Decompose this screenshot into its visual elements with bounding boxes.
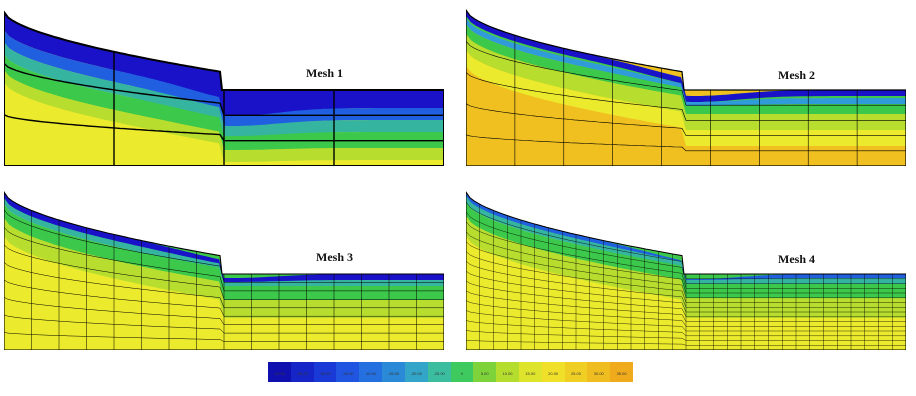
mesh-line bbox=[466, 280, 906, 317]
legend-swatch bbox=[518, 362, 542, 382]
legend-swatch bbox=[496, 362, 519, 382]
mesh-line bbox=[4, 297, 444, 325]
contour-band bbox=[4, 70, 444, 162]
mesh-line bbox=[466, 339, 906, 346]
legend-swatch bbox=[359, 362, 383, 382]
mesh-2-label: Mesh 2 bbox=[778, 68, 815, 82]
legend-swatch bbox=[268, 362, 291, 382]
mesh-line bbox=[466, 260, 906, 308]
mesh-line bbox=[466, 251, 906, 303]
contour-band bbox=[4, 54, 444, 152]
legend-swatch bbox=[450, 362, 474, 382]
mesh-line bbox=[4, 114, 444, 142]
legend-tick-label: -50.00 bbox=[319, 371, 331, 376]
contour-fill-group bbox=[466, 10, 906, 166]
mesh-line bbox=[4, 244, 444, 300]
mesh-line bbox=[466, 72, 906, 121]
legend-tick-label: 0 bbox=[460, 371, 464, 376]
contour-band bbox=[466, 50, 906, 146]
mesh-line bbox=[4, 332, 444, 342]
contour-band bbox=[4, 204, 444, 300]
legend-tick-label: 5.00 bbox=[480, 371, 489, 376]
legend-tick-label: 15.00 bbox=[525, 371, 536, 376]
legend-tick-label: -60.00 bbox=[273, 371, 286, 376]
mesh-1-contour-plot bbox=[4, 10, 444, 166]
contour-band bbox=[4, 30, 444, 128]
mesh-line bbox=[466, 310, 906, 332]
mesh-line bbox=[466, 134, 906, 152]
mesh-1-label: Mesh 1 bbox=[306, 66, 343, 80]
legend-tick-label: 20.00 bbox=[548, 371, 559, 376]
domain-outline bbox=[4, 191, 444, 350]
mesh-line bbox=[466, 103, 906, 136]
domain-outline bbox=[466, 8, 906, 166]
legend-tick-label: -30.00 bbox=[410, 371, 422, 376]
color-scale-legend: -60.00 -55.00 -50.00 -45.00 -40.00 -35.00 -30.… bbox=[268, 362, 633, 390]
legend-color-bar bbox=[268, 362, 633, 382]
legend-tick-label: 10.00 bbox=[502, 371, 513, 376]
mesh-line bbox=[466, 41, 906, 106]
mesh-line bbox=[466, 330, 906, 341]
legend-swatch bbox=[336, 362, 360, 382]
mesh-3-panel: Mesh 3 bbox=[4, 188, 444, 350]
mesh-2-contour-plot bbox=[466, 8, 906, 166]
legend-tick-label: 35.00 bbox=[616, 371, 627, 376]
domain-outline bbox=[466, 191, 906, 350]
mesh-line bbox=[4, 279, 444, 317]
mesh-line bbox=[466, 241, 906, 298]
mesh-grid bbox=[4, 12, 444, 166]
legend-tick-label: -55.00 bbox=[296, 371, 308, 376]
legend-swatch bbox=[382, 362, 405, 382]
mesh-line bbox=[466, 320, 906, 336]
mesh-line bbox=[4, 62, 444, 116]
legend-tick-labels: -60.00 -55.00 -50.00 -45.00 -40.00 -35.00 -30.… bbox=[268, 371, 633, 377]
legend-tick-label: -25.00 bbox=[433, 371, 445, 376]
legend-tick-label: 30.00 bbox=[593, 371, 604, 376]
mesh-3-contour-plot bbox=[4, 191, 444, 350]
mesh-line bbox=[4, 226, 444, 292]
mesh-4-contour-plot bbox=[466, 191, 906, 350]
contour-band bbox=[4, 42, 444, 138]
legend-swatch bbox=[427, 362, 451, 382]
legend-swatch bbox=[473, 362, 497, 382]
contour-band bbox=[466, 24, 906, 116]
legend-swatch bbox=[610, 362, 633, 382]
mesh-line bbox=[466, 300, 906, 327]
mesh-line bbox=[466, 290, 906, 322]
mesh-line bbox=[466, 201, 906, 279]
legend-swatch bbox=[541, 362, 565, 382]
contour-band bbox=[4, 192, 444, 284]
mesh-3-label: Mesh 3 bbox=[316, 250, 353, 264]
legend-swatch bbox=[290, 362, 314, 382]
mesh-line bbox=[4, 314, 444, 334]
mesh-line bbox=[466, 211, 906, 284]
domain-outline bbox=[4, 10, 444, 166]
mesh-4-panel: Mesh 4 bbox=[466, 188, 906, 350]
legend-tick-label: 25.00 bbox=[570, 371, 581, 376]
mesh-line bbox=[466, 231, 906, 294]
legend-tick-label: -35.00 bbox=[387, 371, 400, 376]
legend-swatch bbox=[313, 362, 337, 382]
contour-band bbox=[466, 18, 906, 108]
mesh-4-label: Mesh 4 bbox=[778, 252, 815, 266]
legend-swatch bbox=[404, 362, 428, 382]
mesh-line bbox=[4, 262, 444, 309]
mesh-line bbox=[466, 221, 906, 289]
legend-swatch bbox=[564, 362, 588, 382]
legend-tick-label: -45.00 bbox=[342, 371, 354, 376]
legend-swatch bbox=[587, 362, 611, 382]
mesh-line bbox=[4, 209, 444, 283]
legend-tick-label: -40.00 bbox=[364, 371, 377, 376]
mesh-2-panel: Mesh 2 bbox=[466, 4, 906, 166]
contour-band bbox=[466, 10, 906, 102]
mesh-line bbox=[466, 270, 906, 313]
mesh-1-panel: Mesh 1 bbox=[4, 4, 444, 166]
